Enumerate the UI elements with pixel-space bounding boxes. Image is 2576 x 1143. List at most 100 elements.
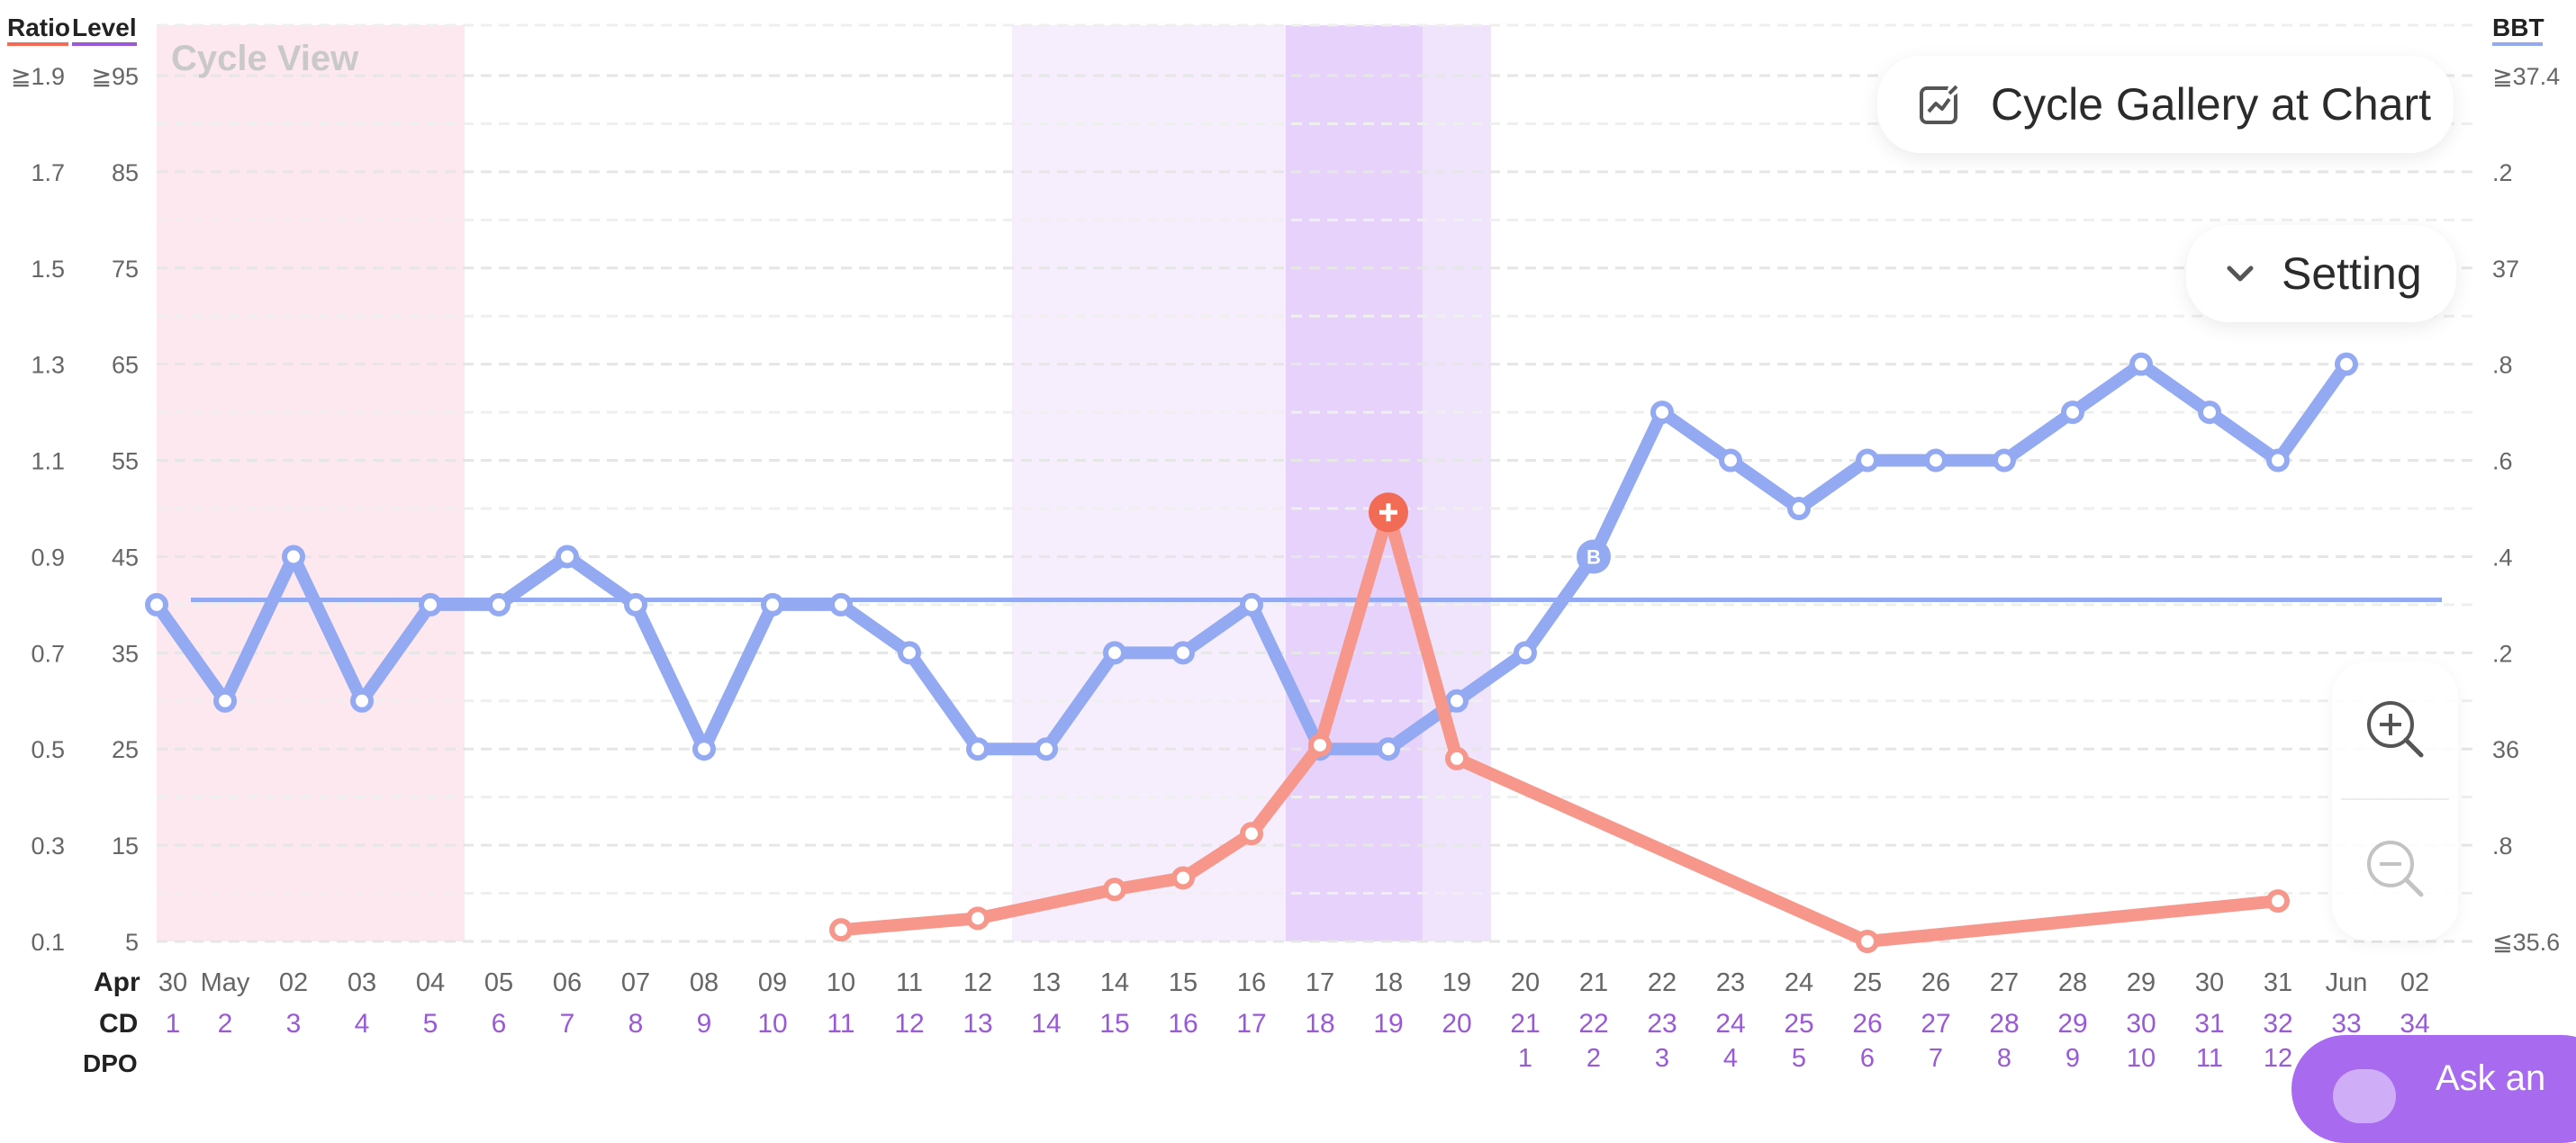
bbt-point	[1445, 688, 1469, 713]
bbt-point	[692, 737, 716, 761]
date-tick-label: 30	[158, 968, 187, 997]
cd-tick-label: 24	[1715, 1009, 1745, 1039]
cycle-chart: Cycle View ≧1.9 ≧951.7 851.5 751.3 651.1 550.…	[7, 14, 2560, 1077]
cd-tick-label: 13	[963, 1009, 992, 1039]
date-tick-label: 28	[2058, 968, 2087, 997]
bbt-point	[1240, 592, 1263, 616]
bbt-badge-label: B	[1586, 545, 1601, 568]
cycle-gallery-label: Cycle Gallery at Chart	[1991, 79, 2432, 130]
band-post_peak	[1423, 25, 1491, 941]
date-tick-label: 07	[621, 968, 650, 997]
phase-bands	[157, 25, 1491, 941]
date-tick-label: 25	[1853, 968, 1882, 997]
cd-tick-label: 2	[218, 1009, 233, 1039]
cd-tick-label: 7	[560, 1009, 575, 1039]
date-tick-label: 14	[1100, 968, 1129, 997]
dpo-tick-label: 5	[1792, 1044, 1806, 1073]
date-tick-label: 03	[348, 968, 376, 997]
chart-gallery-icon	[1920, 85, 1958, 124]
zoom-controls	[2332, 662, 2458, 940]
cd-tick-label: 19	[1373, 1009, 1403, 1039]
date-tick-label: 16	[1237, 968, 1266, 997]
bbt-tick-label: .2	[2492, 159, 2513, 186]
bbt-point	[1650, 400, 1674, 425]
level-tick-label: 15	[112, 832, 139, 860]
bbt-point	[1856, 448, 1879, 472]
setting-button[interactable]: Setting	[2186, 225, 2456, 322]
band-peak	[1286, 25, 1423, 941]
bbt-header: BBT	[2492, 14, 2544, 41]
ask-assistant-button[interactable]: Ask an	[2291, 1035, 2576, 1143]
ratio-tick-label: 0.9	[31, 544, 65, 571]
ratio-legend-swatch	[7, 42, 68, 46]
bbt-tick-label: 37	[2492, 256, 2519, 283]
cd-tick-label: 26	[1852, 1009, 1882, 1039]
bbt-point	[1377, 737, 1400, 761]
hormone-line	[835, 506, 2284, 948]
ratio-header: Ratio	[7, 14, 70, 41]
right-axis: ≧37.4 .2 37 .8 .6 .4 .2 36 .8 ≦35.6	[2492, 63, 2560, 956]
bbt-tick-label: 36	[2492, 736, 2519, 763]
zoom-in-icon[interactable]	[2364, 698, 2427, 760]
cd-tick-label: 17	[1236, 1009, 1266, 1039]
ratio-tick-label: 0.3	[31, 832, 65, 860]
cd-tick-label: 34	[2400, 1009, 2429, 1039]
date-tick-label: 10	[827, 968, 855, 997]
level-tick-label: 85	[112, 159, 139, 186]
cd-tick-label: 11	[827, 1009, 854, 1039]
cd-tick-label: 32	[2263, 1009, 2292, 1039]
level-tick-label: 55	[112, 448, 139, 475]
dpo-tick-label: 11	[2196, 1044, 2223, 1073]
date-tick-label: 29	[2127, 968, 2156, 997]
cd-tick-label: 25	[1784, 1009, 1813, 1039]
dpo-tick-label: 7	[1929, 1044, 1943, 1073]
date-tick-label: 21	[1579, 968, 1608, 997]
level-tick-label: 65	[112, 352, 139, 379]
level-tick-label: 5	[125, 929, 139, 956]
bbt-point	[1787, 497, 1811, 520]
bbt-point	[2061, 400, 2084, 425]
date-tick-label: 11	[896, 968, 923, 997]
bbt-tick-label: .8	[2492, 832, 2513, 860]
cd-tick-label: 9	[697, 1009, 712, 1039]
dpo-tick-label: 4	[1723, 1044, 1738, 1073]
dpo-tick-label: 9	[2065, 1044, 2080, 1073]
left-axis: ≧1.9 ≧95 1.7 85 1.5 75 1.3 65 1.1 55 0.9 45 0.7 35 0.5…	[11, 63, 139, 956]
dpo-tick-label: 2	[1586, 1044, 1601, 1073]
hormone-point	[1171, 866, 1195, 890]
cd-tick-label: 27	[1921, 1009, 1950, 1039]
zoom-out-icon[interactable]	[2364, 837, 2427, 900]
bbt-point	[350, 688, 374, 713]
date-tick-label: 06	[553, 968, 582, 997]
cd-tick-label: 5	[423, 1009, 438, 1039]
cd-tick-label: 29	[2057, 1009, 2087, 1039]
cd-tick-label: 33	[2331, 1009, 2361, 1039]
cd-tick-label: 8	[628, 1009, 644, 1039]
bbt-point	[2335, 352, 2358, 376]
bbt-point	[2129, 352, 2153, 376]
ratio-tick-label: 1.3	[31, 352, 65, 379]
cd-tick-label: 30	[2126, 1009, 2156, 1039]
date-tick-label: 20	[1511, 968, 1540, 997]
ask-label: Ask an	[2436, 1058, 2546, 1098]
cd-tick-label: 28	[1989, 1009, 2019, 1039]
bbt-legend-swatch	[2492, 42, 2543, 46]
level-tick-label: 75	[112, 256, 139, 283]
zoom-divider	[2341, 798, 2449, 800]
level-tick-label: 35	[112, 640, 139, 667]
cycle-gallery-button[interactable]: Cycle Gallery at Chart	[1877, 56, 2454, 153]
bbt-point	[1035, 737, 1058, 761]
cd-tick-label: 31	[2194, 1009, 2224, 1039]
ratio-tick-label: 0.1	[31, 929, 65, 956]
bbt-tick-label: .8	[2492, 352, 2513, 379]
bbt-point	[145, 592, 168, 616]
assistant-icon	[2333, 1069, 2396, 1123]
cycle-view-watermark: Cycle View	[171, 39, 359, 78]
cd-tick-label: 14	[1031, 1009, 1061, 1039]
hormone-point	[1856, 930, 1879, 953]
ratio-tick-label: 1.5	[31, 256, 65, 283]
cd-tick-label: 21	[1510, 1009, 1540, 1039]
date-tick-label: 24	[1785, 968, 1813, 997]
bbt-point	[1924, 448, 1948, 472]
date-tick-label: 30	[2195, 968, 2224, 997]
